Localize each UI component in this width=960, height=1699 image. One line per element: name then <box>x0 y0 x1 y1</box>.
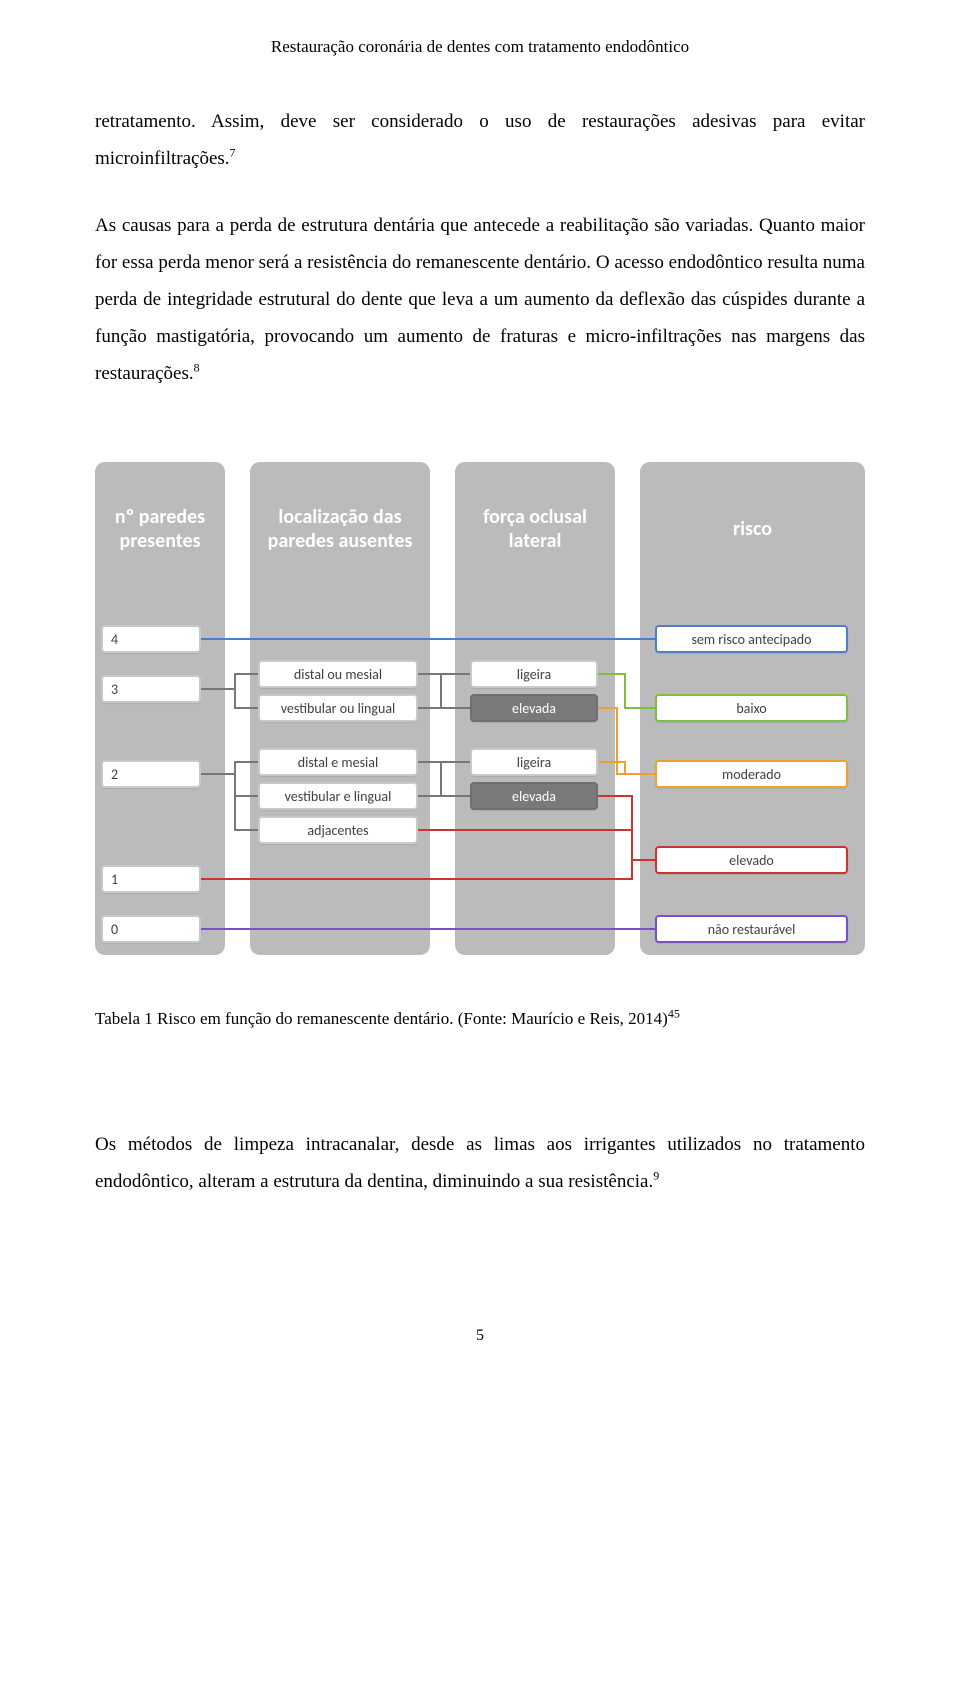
diagram-node-vel: vestibular e lingual <box>258 782 418 810</box>
diagram-node-r_bx: baixo <box>655 694 848 722</box>
diagram-column-header: localização das paredes ausentes <box>260 474 420 584</box>
diagram-column-header: força oclusal lateral <box>465 474 605 584</box>
page-number: 5 <box>95 1320 865 1351</box>
caption-sup: 45 <box>668 1007 680 1021</box>
diagram-node-n2: 2 <box>101 760 201 788</box>
diagram-node-n0: 0 <box>101 915 201 943</box>
diagram-node-lig1: ligeira <box>470 660 598 688</box>
paragraph-1: retratamento. Assim, deve ser considerad… <box>95 103 865 177</box>
diagram-node-r_nr: não restaurável <box>655 915 848 943</box>
diagram-node-dm: distal ou mesial <box>258 660 418 688</box>
diagram-node-r_md: moderado <box>655 760 848 788</box>
diagram-node-vl: vestibular ou lingual <box>258 694 418 722</box>
diagram-node-adj: adjacentes <box>258 816 418 844</box>
paragraph-1-text: retratamento. Assim, deve ser considerad… <box>95 111 865 169</box>
risk-diagram: nº paredes presentes localização das pare… <box>95 462 865 962</box>
diagram-node-dem: distal e mesial <box>258 748 418 776</box>
diagram-node-ele1: elevada <box>470 694 598 722</box>
diagram-node-r_sa: sem risco antecipado <box>655 625 848 653</box>
paragraph-3: Os métodos de limpeza intracanalar, desd… <box>95 1126 865 1200</box>
diagram-node-lig2: ligeira <box>470 748 598 776</box>
diagram-node-n3: 3 <box>101 675 201 703</box>
paragraph-2: As causas para a perda de estrutura dent… <box>95 207 865 392</box>
paragraph-2-text: As causas para a perda de estrutura dent… <box>95 215 865 384</box>
page-header-title: Restauração coronária de dentes com trat… <box>95 30 865 63</box>
diagram-node-n1: 1 <box>101 865 201 893</box>
diagram-node-r_el: elevado <box>655 846 848 874</box>
diagram-caption: Tabela 1 Risco em função do remanescente… <box>95 1002 865 1035</box>
diagram-node-n4: 4 <box>101 625 201 653</box>
paragraph-2-sup: 8 <box>194 361 200 375</box>
paragraph-3-text: Os métodos de limpeza intracanalar, desd… <box>95 1134 865 1192</box>
paragraph-3-sup: 9 <box>653 1168 659 1182</box>
diagram-column-header: nº paredes presentes <box>105 474 215 584</box>
diagram-node-ele2: elevada <box>470 782 598 810</box>
paragraph-1-sup: 7 <box>230 146 236 160</box>
caption-text: Tabela 1 Risco em função do remanescente… <box>95 1009 668 1028</box>
diagram-column-header: risco <box>650 474 855 584</box>
